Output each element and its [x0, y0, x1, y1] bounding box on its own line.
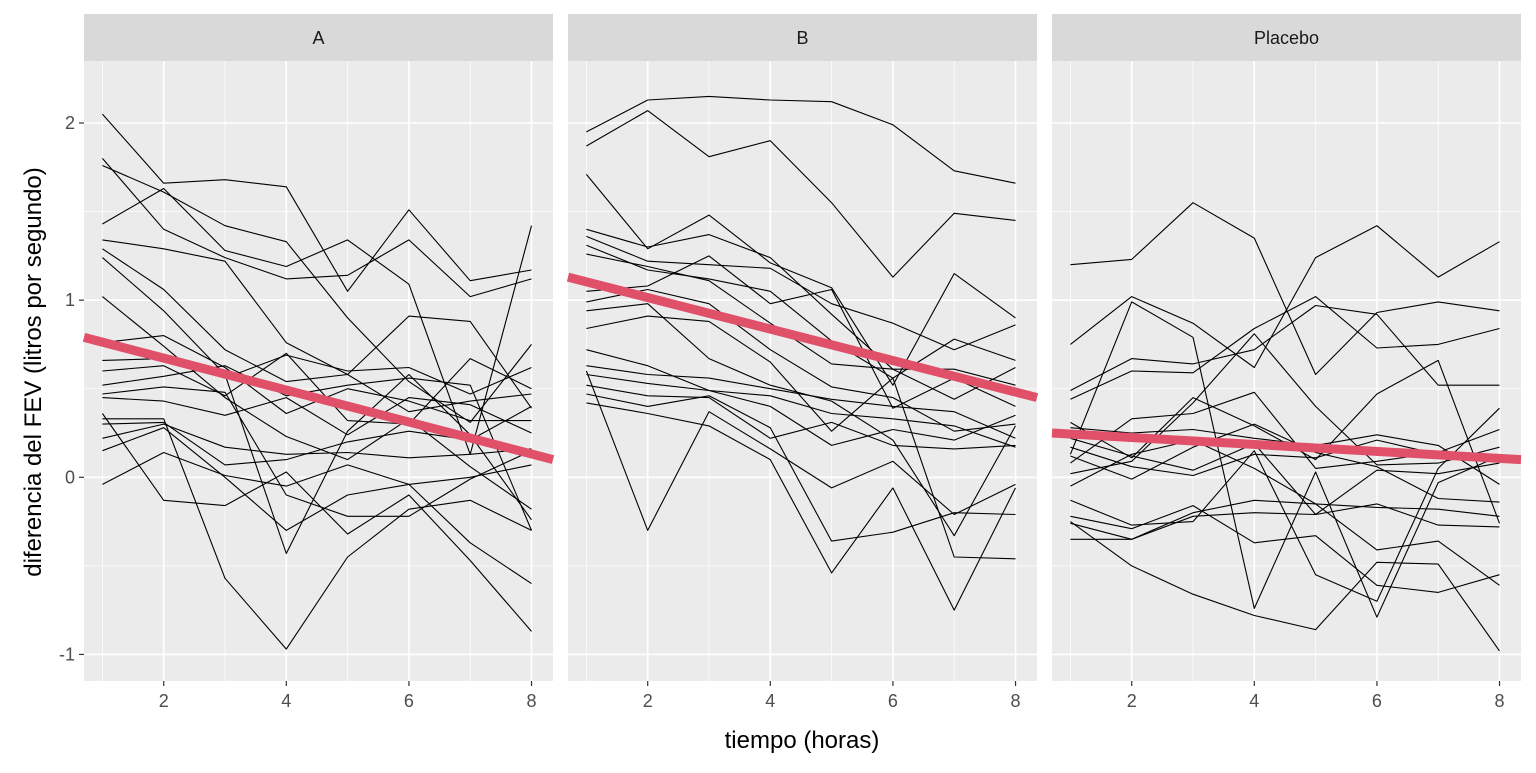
subject-series-line [102, 248, 532, 409]
facet-panel: A 2 4 6 8 [82, 14, 555, 711]
x-tick-label: 4 [281, 691, 291, 711]
facet-strip [568, 14, 1037, 61]
subject-series-line [586, 244, 1016, 379]
panel-background [1052, 61, 1521, 681]
facet-strip [84, 14, 553, 61]
subject-series-line [101, 113, 532, 292]
subject-series-line [585, 174, 1016, 386]
subject-series-line [1070, 304, 1500, 391]
subject-series-line [1069, 301, 1500, 618]
x-axis-title: tiempo (horas) [725, 727, 880, 754]
subject-series-line [1070, 423, 1500, 503]
subject-series-line [586, 110, 1016, 278]
subject-series-line [102, 164, 532, 423]
subject-series-line [585, 370, 1016, 531]
x-tick-label: 4 [1249, 691, 1259, 711]
subject-series-line [102, 257, 532, 555]
facet-strip-label: Placebo [1254, 28, 1319, 48]
x-tick-label: 4 [765, 691, 775, 711]
subject-series-line [586, 95, 1016, 184]
subject-series-line [1070, 296, 1500, 400]
facet-strip-label: B [796, 28, 808, 48]
panel-background [84, 61, 553, 681]
subject-series-line [101, 158, 532, 298]
x-tick-label: 8 [527, 691, 537, 711]
subject-series-line [586, 365, 1016, 439]
panels-layer: A 2 4 6 8 B 2 4 6 8 Placebo 2 4 6 8 [82, 14, 1522, 711]
subject-series-line [1070, 202, 1500, 376]
subject-series-line [586, 373, 1016, 448]
subject-series-line [586, 384, 1016, 450]
subject-series-line [102, 187, 533, 455]
x-tick-label: 8 [1495, 691, 1505, 711]
subject-series-line [586, 402, 1016, 611]
facet-strip [1052, 14, 1521, 61]
subject-series-line [586, 315, 1016, 560]
subject-series-line [1070, 439, 1500, 586]
y-tick-label: 0 [65, 467, 75, 487]
subject-series-line [1070, 499, 1500, 540]
subject-series-line [586, 303, 1016, 537]
facet-panel: B 2 4 6 8 [566, 14, 1039, 711]
subject-series-line [586, 393, 1016, 542]
y-axis-title: diferencia del FEV (litros por segundo) [20, 167, 47, 577]
subject-series-line [1070, 521, 1500, 652]
subject-series-line [102, 296, 532, 510]
subject-series-line [586, 349, 1016, 446]
y-axis: 2 1 0 -1 [59, 113, 84, 664]
subject-series-line [102, 397, 532, 436]
x-tick-label: 2 [159, 691, 169, 711]
x-tick-label: 2 [1127, 691, 1137, 711]
x-tick-label: 6 [404, 691, 414, 711]
subject-series-line [102, 427, 532, 531]
subject-series-line [586, 288, 1016, 432]
trend-line [1051, 428, 1522, 465]
subject-series-line [102, 239, 532, 413]
subject-series-line [586, 255, 1016, 409]
subject-series-line [102, 423, 532, 459]
x-tick-label: 6 [888, 691, 898, 711]
subject-series-line [1070, 437, 1500, 516]
subject-series-line [102, 352, 532, 425]
facet-panel: Placebo 2 4 6 8 [1051, 14, 1522, 711]
y-tick-label: 2 [65, 113, 75, 133]
x-tick-label: 2 [643, 691, 653, 711]
trend-line [566, 272, 1039, 402]
subject-series-line [101, 413, 532, 632]
subject-series-line [102, 418, 532, 650]
trend-line [82, 332, 555, 464]
subject-series-line [102, 365, 533, 531]
x-tick-label: 6 [1372, 691, 1382, 711]
facet-strip-label: A [312, 28, 324, 48]
subject-series-line [102, 386, 532, 517]
y-tick-label: 1 [65, 290, 75, 310]
y-tick-label: -1 [59, 644, 75, 664]
subject-series-line [102, 451, 532, 585]
panel-background [568, 61, 1037, 681]
subject-series-line [1070, 503, 1500, 540]
x-tick-label: 8 [1011, 691, 1021, 711]
